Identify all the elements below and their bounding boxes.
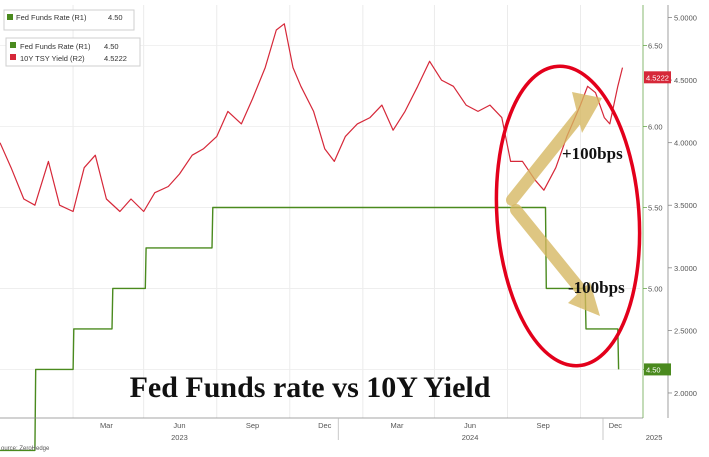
gridlines — [0, 5, 640, 418]
legend-top: Fed Funds Rate (R1) 4.50 — [3, 9, 135, 31]
axis-r1-ticks: 6.50 6.00 5.50 5.00 4.50 — [643, 41, 663, 374]
legend-label-10y: 10Y TSY Yield (R2) — [20, 54, 85, 63]
x-year-label: 2024 — [462, 433, 479, 442]
r2-tick-label: 3.0000 — [674, 264, 697, 273]
r2-tick-label: 2.5000 — [674, 326, 697, 335]
series-line-10y-yield — [0, 23, 624, 213]
legend: Fed Funds Rate (R1) 4.50 10Y TSY Yield (… — [5, 37, 141, 67]
down-arrow — [510, 204, 600, 316]
x-year-label: 2023 — [171, 433, 188, 442]
legend-label-fed-funds: Fed Funds Rate (R1) — [20, 42, 91, 51]
legend-top-label: Fed Funds Rate (R1) — [16, 13, 87, 22]
r1-tick-label: 6.00 — [648, 122, 663, 131]
x-tick-label: Jun — [464, 421, 476, 430]
x-tick-label: Sep — [536, 421, 549, 430]
x-tick-label: Jun — [173, 421, 185, 430]
last-value-badge: 4.5222 — [644, 71, 671, 84]
x-tick-label: Mar — [391, 421, 404, 430]
x-axis-ticks: Mar Jun Sep Dec Mar Jun Sep Dec 2023 2024 2025 — [100, 418, 662, 442]
x-tick-label: Dec — [318, 421, 332, 430]
up-arrow — [506, 92, 602, 206]
last-value-badges: 4.5222 4.50 — [644, 71, 671, 376]
r2-tick-label: 3.5000 — [674, 201, 697, 210]
r2-tick-label: 2.0000 — [674, 389, 697, 398]
r1-tick-label: 5.50 — [648, 203, 663, 212]
svg-text:4.50: 4.50 — [646, 365, 661, 374]
highlight-ellipse — [494, 64, 642, 368]
source-note: ource: ZeroHedge — [1, 446, 50, 452]
x-tick-label: Sep — [246, 421, 259, 430]
r2-tick-label: 5.0000 — [674, 14, 697, 23]
legend-top-value: 4.50 — [108, 13, 123, 22]
annotation-minus-100bps: -100bps — [568, 278, 625, 297]
x-year-label: 2025 — [646, 433, 663, 442]
r1-tick-label: 5.00 — [648, 284, 663, 293]
svg-text:4.5222: 4.5222 — [646, 73, 669, 82]
r2-tick-label: 4.0000 — [674, 139, 697, 148]
last-value-badge: 4.50 — [644, 363, 671, 376]
legend-value-10y: 4.5222 — [104, 54, 127, 63]
r2-tick-label: 4.5000 — [674, 76, 697, 85]
x-tick-label: Dec — [609, 421, 623, 430]
legend-value-fed-funds: 4.50 — [104, 42, 119, 51]
x-tick-label: Mar — [100, 421, 113, 430]
axis-r2-ticks: 5.0000 4.5000 4.0000 3.5000 3.0000 2.5000 2.00… — [668, 14, 697, 398]
r1-tick-label: 6.50 — [648, 41, 663, 50]
chart-title: Fed Funds rate vs 10Y Yield — [130, 371, 491, 404]
annotation-plus-100bps: +100bps — [562, 144, 623, 163]
